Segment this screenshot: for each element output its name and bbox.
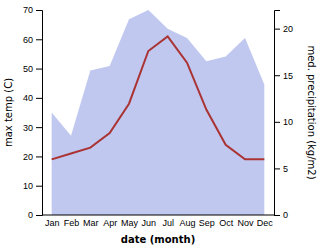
tick-label: 10 bbox=[283, 117, 293, 127]
y-axis: 0 10 20 30 40 50 60 70 bbox=[23, 5, 43, 220]
tick: 70 bbox=[23, 5, 42, 15]
tick: 10 bbox=[23, 181, 42, 191]
tick-mark bbox=[36, 215, 42, 216]
tick-mark bbox=[36, 98, 42, 99]
tick: 15 bbox=[274, 71, 293, 81]
tick-mark bbox=[36, 186, 42, 187]
tick: Feb bbox=[64, 215, 80, 228]
tick-label: 5 bbox=[283, 164, 288, 174]
tick: 0 bbox=[274, 210, 288, 220]
tick-label: 50 bbox=[23, 64, 33, 74]
tick-mark bbox=[274, 122, 280, 123]
area bbox=[52, 10, 265, 215]
tick-label: Dec bbox=[257, 218, 274, 228]
tick: Jun bbox=[142, 215, 157, 228]
tick: Sep bbox=[199, 215, 215, 228]
y2-axis-title: med. precipitation (kg/m2) bbox=[306, 45, 317, 179]
axis-line bbox=[275, 11, 281, 216]
tick-mark bbox=[36, 69, 42, 70]
tick-label: Sep bbox=[199, 218, 215, 228]
line bbox=[52, 36, 265, 159]
axis-line bbox=[36, 11, 43, 216]
tick-label: 20 bbox=[283, 24, 293, 34]
tick-mark bbox=[36, 10, 42, 11]
tick-label: 70 bbox=[23, 5, 33, 15]
tick-label: 0 bbox=[28, 210, 33, 220]
tick: Nov bbox=[237, 215, 254, 228]
tick-label: Oct bbox=[219, 218, 234, 228]
tick: Jul bbox=[162, 215, 174, 228]
tick: 0 bbox=[28, 210, 42, 220]
tick-mark bbox=[274, 168, 280, 169]
tick: 5 bbox=[274, 164, 288, 174]
tick-label: 20 bbox=[23, 152, 33, 162]
tick-mark bbox=[36, 39, 42, 40]
tick-label: Aug bbox=[179, 218, 195, 228]
marks bbox=[52, 10, 265, 215]
x-axis-title: date (month) bbox=[121, 234, 195, 245]
x-axis: Jan FebMar Apr MayJun Jul Aug Sep OctNovDec bbox=[42, 215, 274, 228]
y2-axis: 0 5 10 15 20 bbox=[274, 11, 293, 221]
tick: Aug bbox=[179, 215, 195, 228]
tick-label: 0 bbox=[283, 210, 288, 220]
tick-label: Apr bbox=[103, 218, 117, 228]
tick-label: Jan bbox=[45, 218, 60, 228]
chart: Jan FebMar Apr MayJun Jul Aug Sep OctNovDec 0 10 2… bbox=[0, 0, 318, 249]
tick-mark bbox=[36, 127, 42, 128]
tick: Oct bbox=[219, 215, 234, 228]
tick: Jan bbox=[45, 215, 60, 228]
y-axis-title: max temp (C) bbox=[3, 78, 14, 147]
tick: 50 bbox=[23, 64, 42, 74]
tick: 20 bbox=[274, 24, 293, 34]
tick-mark bbox=[274, 75, 280, 76]
tick: 60 bbox=[23, 35, 42, 45]
tick: 10 bbox=[274, 117, 293, 127]
tick-mark bbox=[36, 156, 42, 157]
tick-label: May bbox=[121, 218, 139, 228]
tick-label: Feb bbox=[64, 218, 80, 228]
tick-mark bbox=[274, 215, 280, 216]
tick-label: Nov bbox=[237, 218, 254, 228]
tick: 30 bbox=[23, 123, 42, 133]
tick-label: 15 bbox=[283, 71, 293, 81]
tick-label: Jul bbox=[162, 218, 174, 228]
tick: May bbox=[121, 215, 139, 228]
tick-label: 60 bbox=[23, 35, 33, 45]
tick-label: Mar bbox=[83, 218, 99, 228]
tick-label: 40 bbox=[23, 93, 33, 103]
tick-mark bbox=[274, 29, 280, 30]
tick-label: 10 bbox=[23, 181, 33, 191]
tick: Dec bbox=[257, 215, 274, 228]
tick: Mar bbox=[83, 215, 99, 228]
tick: 20 bbox=[23, 152, 42, 162]
tick-label: 30 bbox=[23, 123, 33, 133]
tick: 40 bbox=[23, 93, 42, 103]
axis-line bbox=[42, 215, 274, 216]
plot: Jan FebMar Apr MayJun Jul Aug Sep OctNovDec 0 10 2… bbox=[3, 5, 317, 245]
tick: Apr bbox=[103, 215, 117, 228]
tick-label: Jun bbox=[142, 218, 157, 228]
